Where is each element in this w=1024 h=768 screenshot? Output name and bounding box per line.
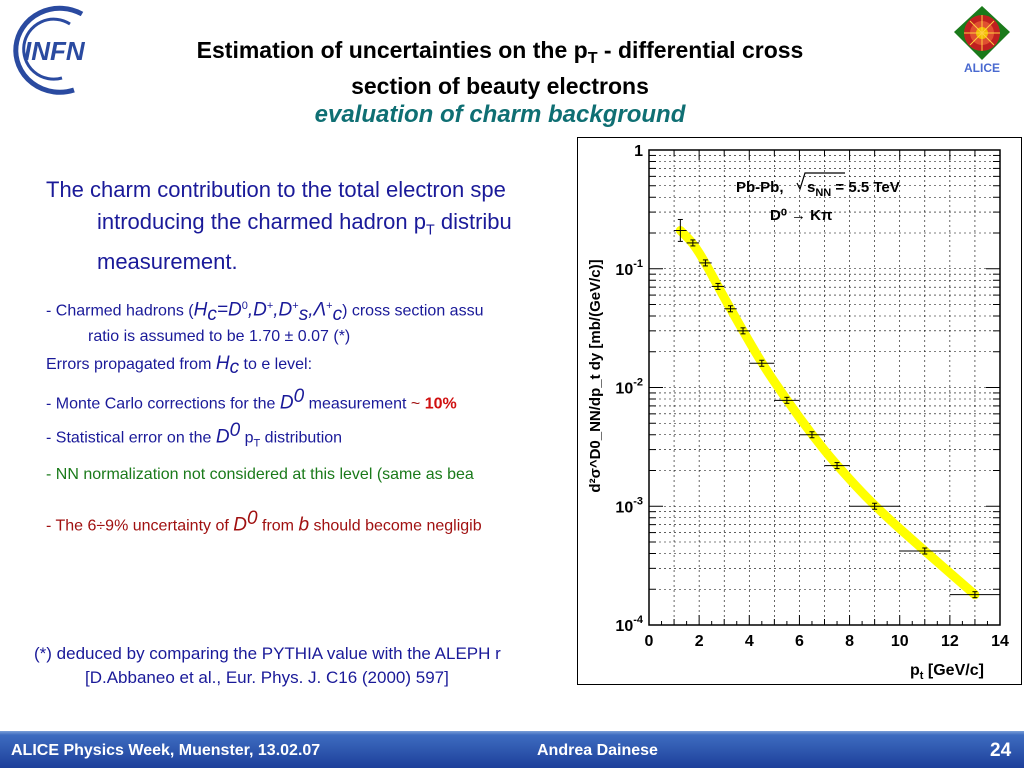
title-part1: Estimation of uncertainties on the p (196, 37, 588, 63)
data-point (674, 218, 687, 242)
bullet-nn-normalization: - NN normalization not considered at thi… (46, 466, 474, 483)
footnote: (*) deduced by comparing the PYTHIA valu… (34, 642, 501, 690)
footer-event: ALICE Physics Week, Muenster, 13.02.07 (11, 742, 321, 759)
sqrt-symbol (796, 172, 845, 191)
y-tick-label: 1 (634, 143, 643, 160)
infn-logo: INFN (4, 4, 100, 96)
data-point (899, 547, 950, 555)
infn-logo-text: INFN (24, 36, 86, 66)
dsigma-dpt-chart: 0 2 4 6 8 10 12 14 1 10-1 10-2 10-3 10-4 Pb-Pb, sNN … (587, 143, 1009, 682)
y-tick-label: 10-3 (615, 495, 643, 516)
x-tick-label: 4 (745, 633, 754, 650)
data-point (824, 462, 850, 470)
main-line2: introducing the charmed hadron pT distri… (97, 209, 512, 239)
data-point (949, 591, 1000, 599)
data-point (686, 239, 700, 247)
bullet-monte-carlo: - Monte Carlo corrections for the D0 mea… (46, 386, 457, 414)
y-tick-label: 10-2 (615, 377, 643, 398)
x-axis-label: pt [GeV/c] (910, 662, 984, 682)
y-tick-label: 10-4 (615, 614, 643, 635)
chart-annotation-collision: Pb-Pb, (736, 179, 784, 196)
data-point (724, 305, 737, 313)
bullet-ratio-line: ratio is assumed to be 1.70 ± 0.07 (*) (88, 327, 351, 345)
title-part2: - differential cross (597, 37, 804, 63)
x-tick-label: 8 (845, 633, 854, 650)
data-point (699, 259, 712, 267)
main-paragraph: The charm contribution to the total elec… (46, 174, 646, 278)
chart-ticks (648, 150, 1001, 625)
x-tick-label: 14 (991, 633, 1009, 650)
alice-logo: ALICE (942, 2, 1022, 78)
title-line2: section of beauty electrons (351, 73, 649, 99)
page-number: 24 (990, 740, 1012, 761)
x-tick-label: 10 (891, 633, 909, 650)
y-axis-label: d²σ^D0_NN/dp_t dy [mb/(GeV/c)] (587, 259, 604, 492)
main-line1: The charm contribution to the total elec… (46, 177, 506, 202)
x-tick-label: 12 (941, 633, 959, 650)
data-point (711, 282, 725, 290)
monte-carlo-value: 10% (424, 395, 457, 413)
chart-tick-labels: 0 2 4 6 8 10 12 14 1 10-1 10-2 10-3 10-4 (615, 143, 1009, 650)
chart-annotation-decay: D⁰ → Kπ (770, 207, 833, 224)
bullet-charmed-hadrons: - Charmed hadrons (Hc=D0,D+,D+s,Λ+c) cro… (46, 299, 484, 345)
data-point (749, 359, 775, 367)
bullet-statistical-error: - Statistical error on the D0 pT distrib… (46, 420, 343, 450)
x-tick-label: 2 (695, 633, 704, 650)
footer-bar: ALICE Physics Week, Muenster, 13.02.07 A… (0, 731, 1024, 768)
main-line3: measurement. (97, 249, 238, 275)
title-sub: T (587, 48, 598, 67)
bullet-errors-propagated: Errors propagated from Hc to e level: (46, 353, 313, 379)
theory-band (675, 225, 980, 600)
data-point (774, 396, 800, 404)
data-point (736, 327, 750, 335)
chart-annotation-sqrt: sNN = 5.5 TeV (807, 179, 900, 199)
chart-points (674, 218, 1000, 599)
bullet-uncertainty: - The 6÷9% uncertainty of D0 from b shou… (46, 508, 482, 536)
slide-subtitle: evaluation of charm background (314, 101, 686, 128)
footnote-line1: (*) deduced by comparing the PYTHIA valu… (34, 644, 501, 663)
data-point (799, 431, 825, 439)
x-tick-label: 6 (795, 633, 804, 650)
chart-panel: 0 2 4 6 8 10 12 14 1 10-1 10-2 10-3 10-4 Pb-Pb, sNN … (577, 137, 1022, 685)
x-tick-label: 0 (645, 633, 654, 650)
alice-logo-text: ALICE (964, 61, 1000, 75)
footnote-reference: [D.Abbaneo et al., Eur. Phys. J. C16 (20… (85, 668, 449, 687)
slide-title: Estimation of uncertainties on the pT - … (100, 34, 900, 103)
y-tick-label: 10-1 (615, 258, 643, 279)
footer-author: Andrea Dainese (537, 742, 658, 759)
data-point (849, 502, 900, 510)
